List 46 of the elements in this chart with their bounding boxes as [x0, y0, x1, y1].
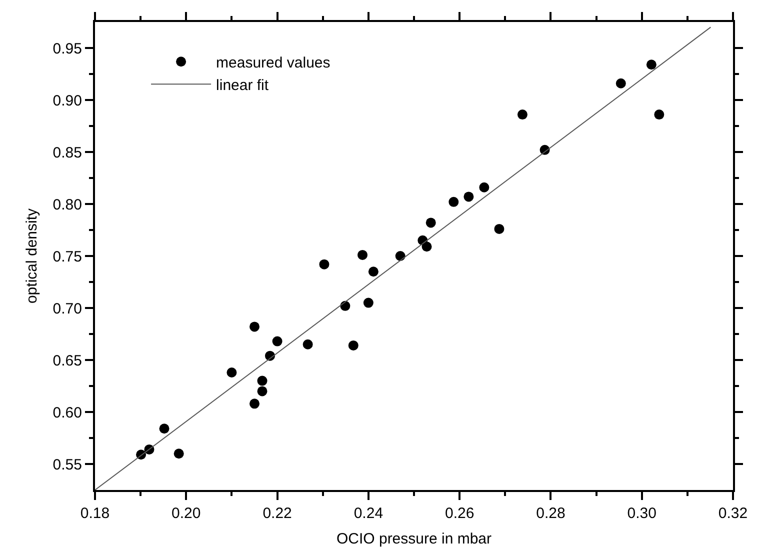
x-tick-label: 0.18: [80, 505, 110, 522]
y-tick-label: 0.75: [52, 248, 82, 266]
y-tick-label: 0.95: [52, 40, 82, 58]
x-tick-label: 0.28: [536, 505, 566, 522]
point: [257, 386, 268, 396]
y-tick-label: 0.90: [52, 92, 82, 110]
point: [257, 376, 268, 386]
point: [517, 110, 528, 120]
point: [395, 251, 406, 261]
x-tick-label: 0.32: [718, 505, 748, 522]
point: [319, 259, 330, 270]
point: [348, 340, 358, 350]
point: [646, 60, 656, 70]
x-tick-label: 0.26: [444, 505, 474, 522]
x-tick-label: 0.22: [262, 505, 292, 522]
point: [226, 367, 237, 378]
y-tick-label: 0.65: [52, 352, 82, 370]
point: [426, 218, 436, 228]
legend-label: measured values: [216, 54, 330, 72]
point: [464, 192, 474, 202]
x-tick-label: 0.20: [172, 505, 201, 522]
point: [250, 398, 260, 409]
x-axis-title: OCIO pressure in mbar: [336, 530, 492, 548]
point: [159, 424, 170, 434]
point: [448, 196, 459, 207]
x-tick-label: 0.24: [354, 505, 384, 522]
point: [616, 78, 626, 88]
point: [479, 182, 490, 192]
legend-label: linear fit: [216, 77, 270, 94]
point: [494, 224, 504, 234]
point: [422, 242, 432, 252]
point: [174, 448, 184, 459]
y-tick-label: 0.85: [52, 144, 82, 162]
x-tick-label: 0.30: [627, 505, 656, 522]
point: [363, 298, 374, 308]
point: [272, 336, 282, 346]
y-tick-label: 0.55: [52, 456, 82, 474]
point: [358, 250, 368, 260]
y-axis-title: optical density: [24, 208, 41, 304]
y-tick-label: 0.60: [52, 404, 82, 422]
point: [250, 322, 260, 332]
point: [368, 266, 378, 277]
y-tick-label: 0.70: [52, 300, 82, 318]
point: [654, 110, 664, 120]
y-tick-label: 0.80: [52, 196, 82, 214]
point: [302, 339, 313, 350]
